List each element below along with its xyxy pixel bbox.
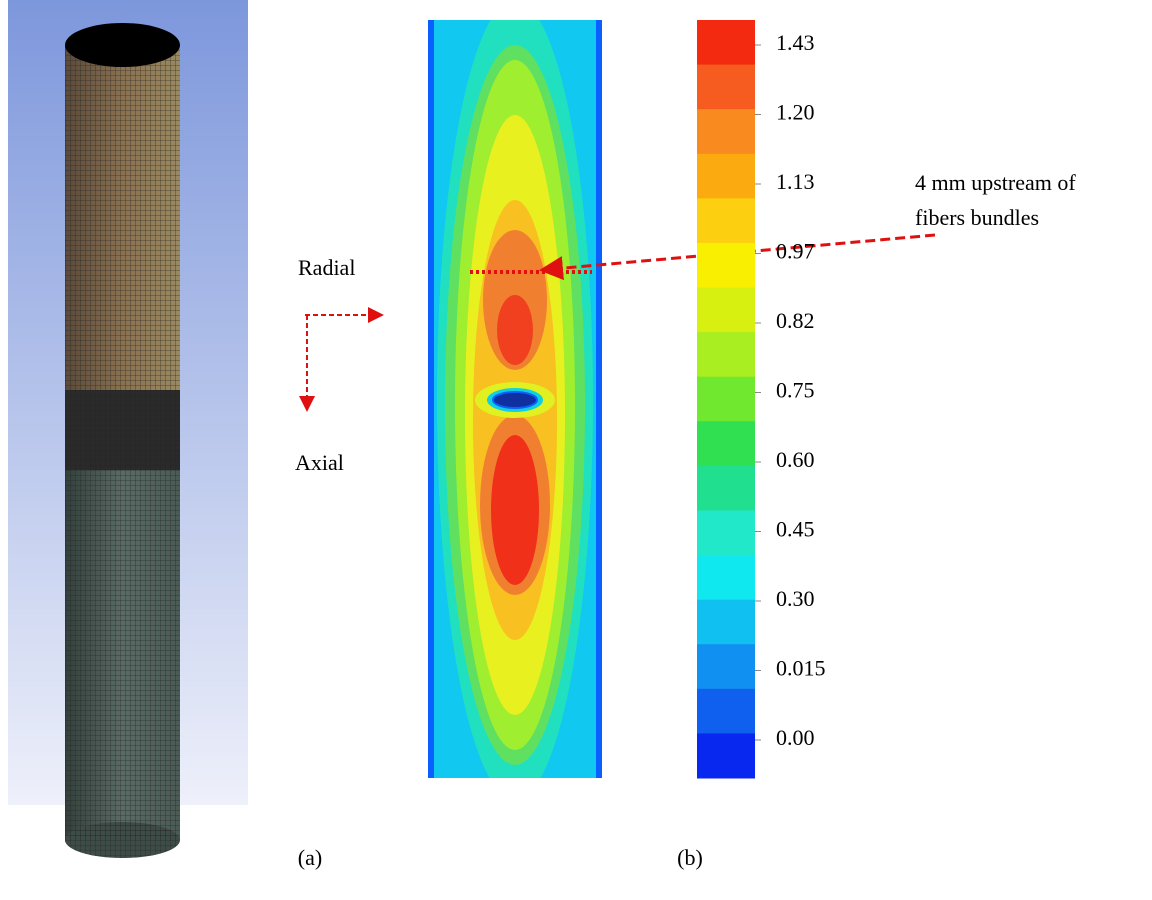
annotation-text: fibers bundles [915,205,1039,230]
colorbar-band [697,421,755,466]
colorbar-band [697,109,755,154]
colorbar-band [697,733,755,778]
colorbar-label: 0.45 [776,517,815,542]
colorbar-label: 0.82 [776,308,815,333]
mesh-cylinder [65,23,180,858]
annotation-text: 4 mm upstream of [915,170,1076,195]
colorbar-label: 0.30 [776,586,815,611]
colorbar-band [697,600,755,645]
colorbar-band [697,644,755,689]
colorbar-label: 0.75 [776,378,815,403]
colorbar-band [697,510,755,555]
colorbar-band [697,377,755,422]
colorbar-band [697,198,755,243]
colorbar-band [697,243,755,288]
axial-label: Axial [295,450,344,475]
colorbar-label: 0.015 [776,656,826,681]
colorbar-band [697,466,755,511]
colorbar-label: 0.60 [776,447,815,472]
colorbar-label: 0.97 [776,239,815,264]
colorbar-band [697,689,755,734]
colorbar-label: 1.13 [776,169,815,194]
colorbar-band [697,65,755,110]
panel-label: (a) [298,845,322,870]
panel-label: (b) [677,845,703,870]
radial-label: Radial [298,255,355,280]
colorbar-label: 1.20 [776,100,815,125]
colorbar-band [697,288,755,333]
contour-plot [428,0,602,800]
colorbar-band [697,332,755,377]
colorbar-band [697,154,755,199]
figure: Radial Axial 4 mm upstream of fibers bun… [0,0,1152,900]
colorbar-band [697,20,755,65]
colorbar-band [697,555,755,600]
colorbar-label: 0.00 [776,725,815,750]
colorbar-label: 1.43 [776,30,815,55]
colorbar: 1.43 1.20 1.13 0.97 0.82 0.75 0.60 0.45 0.30 0.01… [697,20,826,779]
